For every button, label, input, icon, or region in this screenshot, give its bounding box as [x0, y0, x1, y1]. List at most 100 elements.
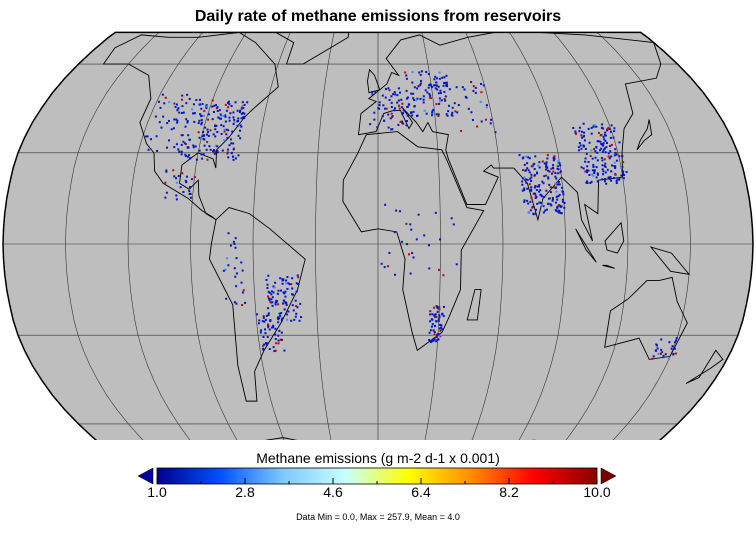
emission-pixel [613, 154, 616, 157]
emission-pixel [578, 130, 581, 133]
emission-pixel [241, 111, 244, 114]
emission-pixel [294, 299, 297, 302]
emission-pixel [604, 134, 607, 137]
emission-pixel [378, 104, 381, 107]
emission-pixel [530, 189, 533, 192]
emission-pixel [447, 110, 450, 113]
emission-pixel [390, 95, 393, 98]
emission-pixel [232, 142, 235, 145]
emission-pixel [214, 135, 217, 138]
emission-pixel [285, 303, 288, 306]
emission-pixel [435, 320, 438, 323]
emission-pixel [227, 100, 230, 103]
emission-pixel [260, 329, 263, 332]
emission-pixel [207, 118, 210, 121]
emission-pixel [526, 199, 529, 202]
emission-pixel [270, 290, 273, 293]
emission-pixel [601, 144, 604, 147]
meridian-line [421, 32, 441, 440]
emission-pixel [526, 167, 529, 170]
emission-pixel [203, 144, 206, 147]
emission-pixel [556, 205, 559, 208]
emission-pixel [435, 81, 438, 84]
emission-pixel [620, 166, 623, 169]
emission-pixel [242, 289, 245, 292]
emission-pixel [446, 114, 449, 117]
emission-pixel [527, 156, 530, 159]
emission-pixel [443, 90, 446, 93]
emission-pixel [530, 180, 533, 183]
emission-pixel [402, 112, 405, 115]
emission-pixel [387, 126, 390, 129]
emission-pixel [441, 328, 444, 331]
emission-pixel [262, 348, 265, 351]
meridian-line [127, 32, 204, 440]
emission-pixel [594, 156, 597, 159]
emission-pixel [234, 246, 237, 249]
emission-pixel [283, 308, 286, 311]
emission-pixel [672, 353, 675, 356]
emission-pixel [604, 131, 607, 134]
emission-pixel [297, 276, 300, 279]
emission-pixel [435, 84, 438, 87]
emission-pixel [438, 308, 441, 311]
emission-pixel [534, 192, 537, 195]
emission-pixel [590, 126, 593, 129]
emission-pixel [423, 234, 426, 237]
emission-pixel [405, 74, 408, 77]
emission-pixel [490, 118, 493, 121]
emission-pixel [402, 122, 405, 125]
emission-pixel [472, 85, 475, 88]
emission-pixel [430, 84, 433, 87]
emission-pixel [274, 333, 277, 336]
emission-pixel [409, 272, 412, 275]
emission-pixel [412, 97, 415, 100]
emission-pixel [283, 349, 286, 352]
emission-pixel [553, 155, 556, 158]
emission-pixel [595, 125, 598, 128]
emission-pixel [419, 73, 422, 76]
emission-pixel [204, 126, 207, 129]
emission-pixel [445, 113, 448, 116]
emission-pixel [438, 306, 441, 309]
emission-pixel [266, 307, 269, 310]
emission-pixel [383, 266, 386, 269]
emission-pixel [531, 206, 534, 209]
emission-pixel [605, 182, 608, 185]
emission-pixel [438, 77, 441, 80]
emission-pixel [186, 120, 189, 123]
emission-pixel [455, 263, 458, 266]
emission-pixel [442, 84, 445, 87]
emission-pixel [269, 300, 272, 303]
emission-pixel [542, 182, 545, 185]
emission-pixel [184, 125, 187, 128]
emission-pixel [556, 183, 559, 186]
emission-pixel [202, 131, 205, 134]
emission-pixel [590, 149, 593, 152]
emission-pixel [235, 272, 238, 275]
emission-pixel [412, 92, 415, 95]
emission-pixel [434, 211, 437, 214]
emission-pixel [452, 223, 455, 226]
emission-pixel [224, 103, 227, 106]
emission-pixel [485, 104, 488, 107]
emission-pixel [180, 98, 183, 101]
emission-pixel [548, 183, 551, 186]
emission-pixel [280, 319, 283, 322]
emission-pixel [408, 253, 411, 256]
meridian-line [315, 32, 335, 440]
emission-pixel [283, 292, 286, 295]
emission-pixel [456, 111, 459, 114]
emission-pixel [612, 177, 615, 180]
emission-pixel [523, 199, 526, 202]
emission-pixel [381, 94, 384, 97]
emission-pixel [597, 140, 600, 143]
emission-pixel [526, 162, 529, 165]
emission-pixel [175, 103, 178, 106]
emission-pixel [552, 159, 555, 162]
emission-pixel [233, 267, 236, 270]
emission-pixel [409, 223, 412, 226]
emission-pixel [601, 123, 604, 126]
emission-pixel [618, 141, 621, 144]
emission-pixel [549, 186, 552, 189]
